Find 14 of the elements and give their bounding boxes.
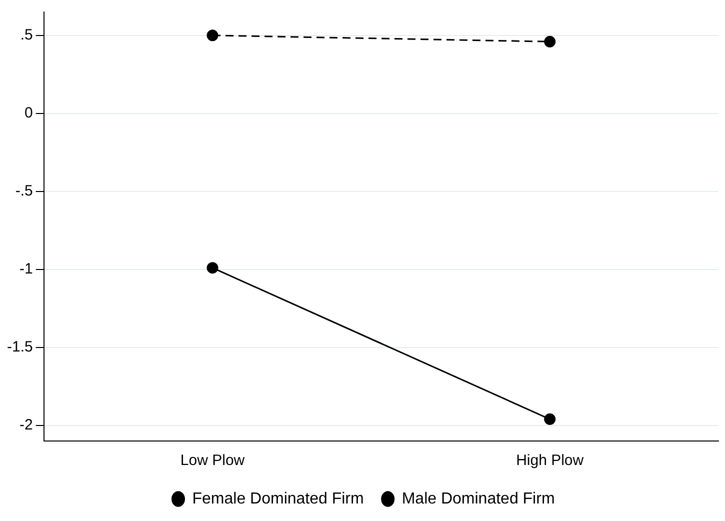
point [206,262,218,274]
x-tick-label: Low Plow [180,452,245,470]
x-tick-label: High Plow [516,452,584,470]
y-tick-label: -1.5 [6,338,33,356]
point [544,413,556,425]
point [206,30,218,42]
point [544,36,556,48]
y-tick-label: -.5 [15,182,33,200]
legend-label: Male Dominated Firm [402,490,555,508]
y-tick-label: -1 [20,260,33,278]
y-tick-label: -2 [20,416,33,434]
y-tick-label: 0 [24,104,33,122]
legend-label: Female Dominated Firm [192,490,364,508]
y-tick-label: .5 [20,26,33,44]
